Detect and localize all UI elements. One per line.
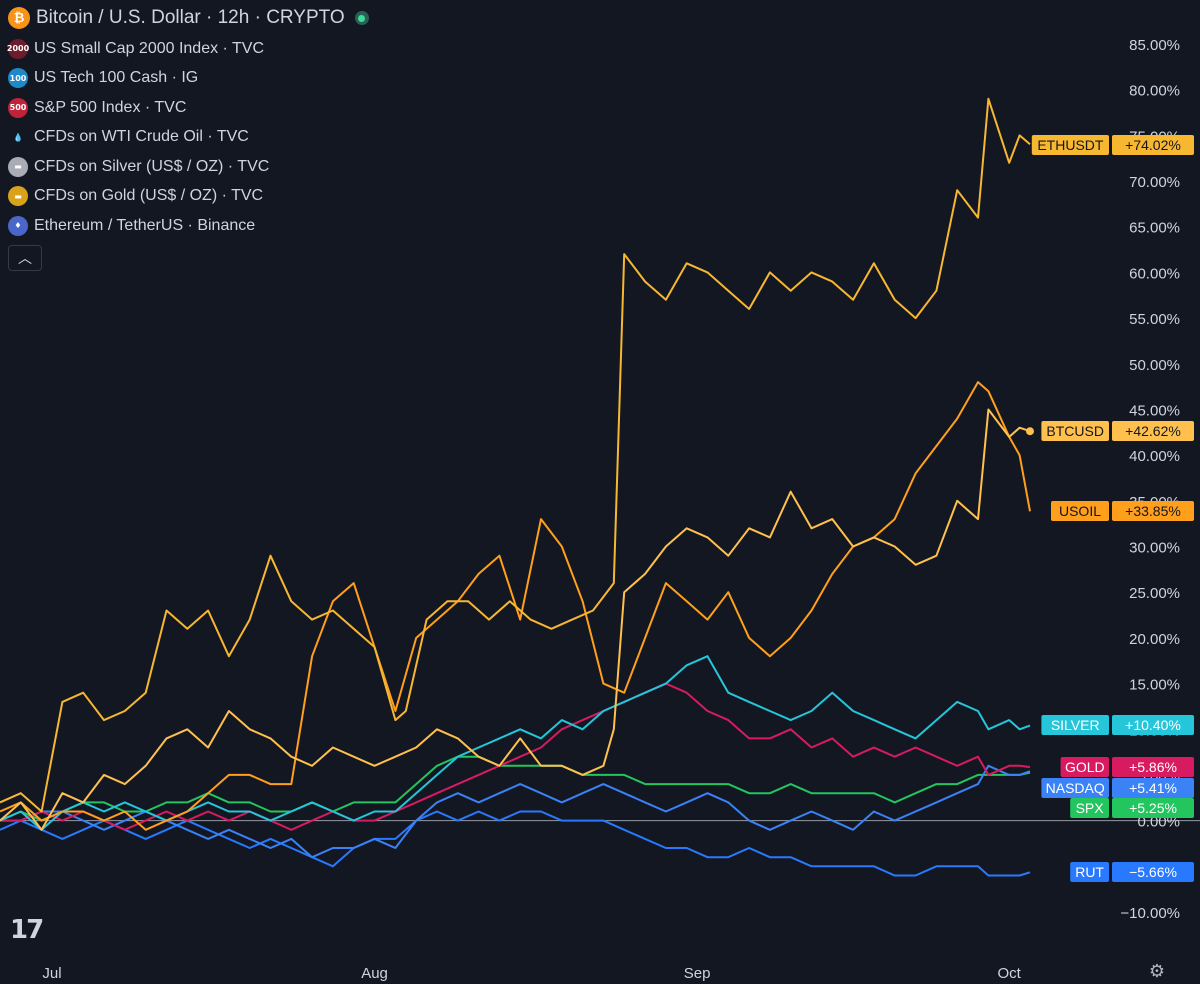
- series-name-label: ETHUSDT: [1037, 137, 1104, 153]
- series-name-tag: [1051, 501, 1109, 521]
- series-value-tag: [1112, 421, 1194, 441]
- series-name-label: BTCUSD: [1046, 423, 1104, 439]
- nasdaq-icon: 100: [8, 68, 28, 89]
- series-name-tag: [1041, 778, 1109, 798]
- series-name-tag: [1031, 135, 1109, 155]
- ethereum-icon: ♦: [8, 215, 28, 236]
- y-tick-label: 40.00%: [1129, 448, 1180, 465]
- oil-drop-icon: 💧: [8, 127, 28, 148]
- series-name-label: RUT: [1075, 864, 1104, 880]
- settings-icon[interactable]: ⚙: [1148, 961, 1166, 981]
- y-tick-label: 45.00%: [1129, 402, 1180, 419]
- series-value-label: −5.66%: [1129, 864, 1177, 880]
- y-tick-label: 50.00%: [1129, 357, 1180, 374]
- legend-item-label: S&P 500 Index · TVC: [34, 98, 187, 116]
- series-value-tag: [1112, 757, 1194, 777]
- y-tick-label: 20.00%: [1129, 631, 1180, 648]
- y-tick-label: 15.00%: [1129, 677, 1180, 694]
- legend-item-silver[interactable]: ▬ CFDs on Silver (US$ / OZ) · TVC: [8, 152, 369, 182]
- legend: ₿ Bitcoin / U.S. Dollar · 12h · CRYPTO 2…: [7, 6, 369, 271]
- series-name-label: NASDAQ: [1046, 780, 1105, 796]
- y-tick-label: 25.00%: [1129, 585, 1180, 602]
- series-value-label: +5.41%: [1129, 780, 1177, 796]
- series-last-point-btcusd: [1026, 427, 1034, 436]
- legend-item-label: US Small Cap 2000 Index · TVC: [34, 39, 265, 57]
- series-name-tag: [1070, 862, 1109, 882]
- series-value-label: +74.02%: [1125, 137, 1181, 153]
- series-line-ethusdt: [0, 97, 1031, 813]
- y-tick-label: 60.00%: [1129, 265, 1180, 282]
- y-tick-label: 85.00%: [1129, 37, 1180, 54]
- legend-item-spx[interactable]: 500 S&P 500 Index · TVC: [8, 93, 369, 123]
- series-value-label: +42.62%: [1125, 423, 1181, 439]
- series-value-label: +5.25%: [1129, 800, 1177, 816]
- series-value-tag: [1112, 798, 1194, 818]
- series-line-spx: [0, 755, 1031, 822]
- series-value-label: +5.86%: [1129, 759, 1177, 775]
- legend-main-symbol[interactable]: ₿ Bitcoin / U.S. Dollar · 12h · CRYPTO: [8, 6, 369, 30]
- bitcoin-icon: ₿: [8, 7, 30, 29]
- series-name-label: GOLD: [1065, 759, 1105, 775]
- legend-item-eth[interactable]: ♦ Ethereum / TetherUS · Binance: [8, 211, 369, 241]
- gold-bar-icon: ▬: [8, 186, 28, 207]
- chevron-up-icon: ︿: [18, 249, 32, 266]
- x-tick-label: Oct: [998, 965, 1022, 982]
- legend-item-label: Ethereum / TetherUS · Binance: [34, 216, 256, 234]
- y-tick-label: 65.00%: [1129, 220, 1180, 237]
- series-name-tag: [1070, 798, 1109, 818]
- silver-bar-icon: ▬: [8, 156, 28, 177]
- spx-icon: 500: [8, 97, 28, 118]
- x-tick-label: Sep: [684, 965, 711, 982]
- series-name-tag: [1041, 715, 1109, 735]
- series-value-tag: [1112, 135, 1194, 155]
- series-value-label: +10.40%: [1125, 717, 1181, 733]
- series-line-nasdaq: [0, 764, 1031, 859]
- y-tick-label: 30.00%: [1129, 540, 1180, 557]
- series-name-tag: [1060, 757, 1109, 777]
- y-tick-label: 70.00%: [1129, 174, 1180, 191]
- x-tick-label: Aug: [361, 965, 388, 982]
- legend-item-label: CFDs on WTI Crude Oil · TVC: [34, 128, 249, 146]
- series-line-usoil: [0, 381, 1031, 831]
- legend-main-label: Bitcoin / U.S. Dollar · 12h · CRYPTO: [36, 7, 345, 28]
- series-value-tag: [1112, 715, 1194, 735]
- y-tick-label: −10.00%: [1120, 905, 1180, 922]
- market-status-icon: [354, 11, 369, 25]
- series-name-tag: [1041, 421, 1109, 441]
- series-value-tag: [1112, 501, 1194, 521]
- series-name-label: SPX: [1076, 800, 1105, 816]
- legend-item-gold[interactable]: ▬ CFDs on Gold (US$ / OZ) · TVC: [8, 182, 369, 212]
- series-name-label: USOIL: [1059, 503, 1101, 519]
- y-tick-label: 55.00%: [1129, 311, 1180, 328]
- x-tick-label: Jul: [42, 965, 61, 982]
- legend-item-label: CFDs on Gold (US$ / OZ) · TVC: [34, 187, 264, 205]
- legend-item-label: CFDs on Silver (US$ / OZ) · TVC: [34, 157, 270, 175]
- series-value-tag: [1112, 778, 1194, 798]
- series-value-tag: [1112, 862, 1194, 882]
- tradingview-logo[interactable]: 17: [10, 915, 44, 945]
- legend-item-label: US Tech 100 Cash · IG: [34, 69, 199, 87]
- series-line-btcusd: [0, 408, 1031, 831]
- rut-icon: 2000: [7, 38, 29, 59]
- legend-item-usoil[interactable]: 💧 CFDs on WTI Crude Oil · TVC: [8, 123, 369, 153]
- legend-item-nasdaq[interactable]: 100 US Tech 100 Cash · IG: [8, 64, 369, 94]
- series-name-label: SILVER: [1051, 717, 1100, 733]
- collapse-legend-button[interactable]: ︿: [8, 244, 42, 271]
- series-value-label: +33.85%: [1125, 503, 1181, 519]
- series-line-silver: [0, 655, 1031, 831]
- legend-item-rut[interactable]: 2000 US Small Cap 2000 Index · TVC: [7, 34, 369, 64]
- y-tick-label: 80.00%: [1129, 83, 1180, 100]
